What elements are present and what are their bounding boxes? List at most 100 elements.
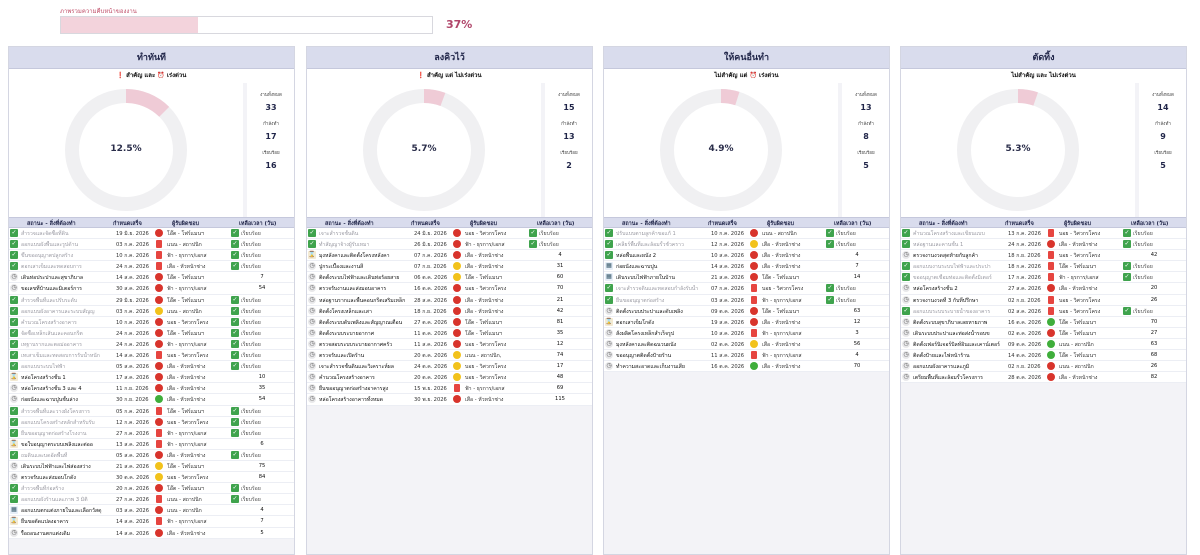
table-row[interactable]: ✓ เจาะสำรวจชั้นดิน 24 มิ.ย. 2026 บอย - ว… (307, 228, 592, 240)
clock-icon[interactable]: ◷ (308, 306, 316, 315)
table-row[interactable]: ◷ มุงหลังคาและติดฉนวนผนัง 02 ต.ค. 2026 เ… (604, 339, 889, 351)
table-row[interactable]: ✓ ขึ้นขออนุญาตปลูกสร้าง 10 ก.ค. 2026 ฟ้า… (9, 250, 294, 262)
check-icon[interactable]: ✓ (902, 306, 910, 315)
table-row[interactable]: ◷ เดินท่อประปาและสุขาภิบาล 14 ส.ค. 2026 … (9, 272, 294, 284)
check-icon[interactable]: ✓ (902, 229, 910, 237)
hourglass-icon[interactable]: ⌛ (605, 317, 613, 326)
table-row[interactable]: ◷ รื้อถอนงานตกแต่งเดิม 14 ส.ค. 2026 เสือ… (9, 528, 294, 539)
table-row[interactable]: ✓ ทำสัญญาจ้างผู้รับเหมา 26 มิ.ย. 2026 ฟ้… (307, 239, 592, 251)
clock-icon[interactable]: ◷ (10, 528, 18, 537)
table-row[interactable]: ✓ คำนวณโครงสร้างและเขียนแบบ 13 ก.ค. 2026… (901, 228, 1186, 240)
clock-icon[interactable]: ◷ (605, 339, 613, 348)
table-row[interactable]: ✓ ออกแบบระบบระบายน้ำของอาคาร 02 ส.ค. 202… (901, 306, 1186, 317)
clock-icon[interactable]: ◷ (308, 317, 316, 326)
table-row[interactable]: ◷ สั่งผลิตโครงเหล็กสำเร็จรูป 10 ส.ค. 202… (604, 328, 889, 339)
table-row[interactable]: ✓ คำนวณโครงสร้างอาคาร 10 ก.ค. 2026 บอย -… (9, 317, 294, 328)
check-icon[interactable]: ✓ (10, 251, 18, 260)
hourglass-icon[interactable]: ⌛ (308, 251, 316, 260)
table-row[interactable]: ✓ ปรับแบบตามลูกค้าขอแก้ 1 10 ก.ค. 2026 แ… (604, 228, 889, 240)
table-row[interactable]: ▦ เดินระบบไฟฟ้าภายในบ้าน 21 ส.ค. 2026 โอ… (604, 272, 889, 284)
clock-icon[interactable]: ◷ (902, 339, 910, 348)
table-row[interactable]: ✓ ออกแบบระบบไฟฟ้า 05 ส.ค. 2026 เสือ - หั… (9, 361, 294, 373)
table-row[interactable]: ◷ ตรวจรับงานและส่งมอบอาคาร 16 ต.ค. 2026 … (307, 283, 592, 295)
table-row[interactable]: ◷ ตรวจรับและเปิดร้าน 20 ต.ค. 2026 แนน - … (307, 350, 592, 362)
check-icon[interactable]: ✓ (10, 428, 18, 437)
table-row[interactable]: ◷ ขออนุญาตติดตั้งป้ายร้าน 11 ส.ค. 2026 ฟ… (604, 350, 889, 362)
table-row[interactable]: ◷ ก่อผนังและฉาบปูนชั้นล่าง 30 ก.ย. 2026 … (9, 394, 294, 406)
clock-icon[interactable]: ◷ (902, 362, 910, 371)
table-row[interactable]: ✓ ขออนุญาตเชื่อมท่อและติดตั้งมิเตอร์ 17 … (901, 272, 1186, 284)
check-icon[interactable]: ✓ (605, 295, 613, 304)
check-icon[interactable]: ✓ (10, 406, 18, 415)
table-row[interactable]: ✓ ยื่นขออนุญาตก่อสร้างโรงงาน 27 ก.ค. 202… (9, 428, 294, 439)
table-row[interactable]: ◷ ออกแบบผังอาคารและภูมิ 02 ก.ย. 2026 แนน… (901, 361, 1186, 373)
calendar-icon[interactable]: ▦ (605, 273, 613, 282)
table-row[interactable]: ✓ สำรวจพื้นที่และวางผังโครงการ 05 ก.ค. 2… (9, 406, 294, 417)
table-row[interactable]: ◷ ขอเลขที่บ้านและมิเตอร์การ 30 ส.ค. 2026… (9, 283, 294, 295)
table-row[interactable]: ✓ หล่อพื้นและผนัง 2 10 ส.ค. 2026 เสือ - … (604, 250, 889, 262)
table-row[interactable]: ◷ ตรวจงานงวดที่ 3 กับที่ปรึกษา 02 ก.ย. 2… (901, 295, 1186, 306)
clock-icon[interactable]: ◷ (10, 395, 18, 404)
clock-icon[interactable]: ◷ (308, 362, 316, 371)
clock-icon[interactable]: ◷ (10, 284, 18, 293)
check-icon[interactable]: ✓ (902, 273, 910, 282)
check-icon[interactable]: ✓ (10, 295, 18, 304)
table-row[interactable]: ✓ ออกแบบผังอาคารและระบบสัญญ 03 ก.ค. 2026… (9, 306, 294, 317)
clock-icon[interactable]: ◷ (308, 295, 316, 304)
check-icon[interactable]: ✓ (605, 229, 613, 237)
check-icon[interactable]: ✓ (10, 484, 18, 493)
table-row[interactable]: ✓ สำรวจพื้นที่ก่อสร้าง 20 ก.ค. 2026 โอ๊ต… (9, 483, 294, 495)
table-row[interactable]: ◷ เจาะสำรวจชั้นดินและวิเคราะห์ผล 24 ต.ค.… (307, 361, 592, 373)
table-row[interactable]: ◷ ตรวจรับและส่งมอบโกดัง 30 ต.ค. 2026 บอย… (9, 472, 294, 484)
clock-icon[interactable]: ◷ (10, 473, 18, 482)
table-row[interactable]: ⌛ หล่อโครงสร้างชั้น 1 17 ส.ค. 2026 เสือ … (9, 372, 294, 384)
table-row[interactable]: ◷ เดินระบบประปาและท่อส่งน้ำรอบข 02 ต.ค. … (901, 328, 1186, 339)
table-row[interactable]: ✓ เจาะสำรวจดินและทดสอบกำลังรับน้ำ 07 ก.ค… (604, 283, 889, 295)
table-row[interactable]: ◷ หล่อโครงสร้างชั้น 3 และ 4 11 ก.ย. 2026… (9, 383, 294, 395)
table-row[interactable]: ◷ ยื่นขออนุญาตก่อสร้างอาคารสูง 15 พ.ย. 2… (307, 383, 592, 395)
check-icon[interactable]: ✓ (10, 240, 18, 249)
table-row[interactable]: ◷ หล่อฐานรากและพื้นคอนกรีตเสริมเหล็ก 28 … (307, 295, 592, 306)
table-row[interactable]: ◷ ติดตั้งระบบสุขาภิบาลเลยหายภาพ 16 ต.ค. … (901, 317, 1186, 328)
clock-icon[interactable]: ◷ (10, 384, 18, 393)
hourglass-icon[interactable]: ⌛ (10, 439, 18, 448)
clock-icon[interactable]: ◷ (605, 328, 613, 337)
clock-icon[interactable]: ◷ (308, 339, 316, 348)
table-row[interactable]: ✓ ถมดินและบดอัดพื้นที่ 05 ส.ค. 2026 เสือ… (9, 450, 294, 461)
table-row[interactable]: ✓ ออกแบบงานระบบไฟฟ้าและประปา 18 ก.ค. 202… (901, 261, 1186, 273)
table-row[interactable]: ✓ ยื่นขออนุญาตก่อสร้าง 03 ส.ค. 2026 ฟ้า … (604, 295, 889, 306)
clock-icon[interactable]: ◷ (902, 351, 910, 360)
table-row[interactable]: ◷ ตรวจงานงวดสุดท้ายกับลูกค้า 18 ก.ย. 202… (901, 250, 1186, 262)
table-row[interactable]: ✓ จัดซื้อเหล็กเส้นและคอนกรีต 24 ก.ค. 202… (9, 328, 294, 339)
check-icon[interactable]: ✓ (902, 240, 910, 249)
check-icon[interactable]: ✓ (902, 262, 910, 271)
table-row[interactable]: ✓ ตอกเสาเข็มและทดสอบการ 24 ก.ค. 2026 เสื… (9, 261, 294, 273)
table-row[interactable]: ◷ หล่อโครงสร้างอาคารทั้งหมด 30 พ.ย. 2026… (307, 394, 592, 406)
clock-icon[interactable]: ◷ (605, 362, 613, 371)
clock-icon[interactable]: ◷ (10, 461, 18, 470)
table-row[interactable]: ✓ สำรวจพื้นที่และปรับระดับ 29 มิ.ย. 2026… (9, 295, 294, 306)
clock-icon[interactable]: ◷ (902, 317, 910, 326)
table-row[interactable]: ✓ ออกแบบผังร้านและภาพ 3 มิติ 27 ก.ค. 202… (9, 494, 294, 506)
table-row[interactable]: ◷ ทำความสะอาดและเก็บงานเสีย 16 ต.ค. 2026… (604, 361, 889, 373)
table-row[interactable]: ⌛ ขอใบอนุญาตระบบเพลิงและต่ออ 13 ส.ค. 202… (9, 439, 294, 450)
check-icon[interactable]: ✓ (10, 495, 18, 504)
check-icon[interactable]: ✓ (10, 339, 18, 348)
clock-icon[interactable]: ◷ (308, 395, 316, 404)
table-row[interactable]: ◷ เตรียมพื้นที่และล้อมรั้วโครงการ 28 ต.ค… (901, 372, 1186, 384)
table-row[interactable]: ▦ ออกแบบตกแต่งภายในและเลือกวัสดุ 03 ส.ค.… (9, 505, 294, 517)
check-icon[interactable]: ✓ (10, 262, 18, 271)
hourglass-icon[interactable]: ⌛ (10, 373, 18, 382)
clock-icon[interactable]: ◷ (308, 373, 316, 382)
clock-icon[interactable]: ◷ (605, 351, 613, 360)
clock-icon[interactable]: ◷ (902, 251, 910, 260)
check-icon[interactable]: ✓ (10, 362, 18, 371)
table-row[interactable]: ✓ เคลียร์พื้นที่และล้อมรั้วชั่วคราว 12 ก… (604, 239, 889, 251)
check-icon[interactable]: ✓ (10, 328, 18, 337)
clock-icon[interactable]: ◷ (902, 373, 910, 382)
table-row[interactable]: ⌛ มุงหลังคาและติดตั้งโครงหลังคา 07 ก.ค. … (307, 250, 592, 262)
table-row[interactable]: ✓ เทเสาเข็มและทดสอบการรับน้ำหนัก 14 ส.ค.… (9, 350, 294, 362)
calendar-icon[interactable]: ▦ (10, 506, 18, 515)
table-row[interactable]: ◷ ติดตั้งระบบไฟฟ้าและเดินท่อร้อยสาย 06 ต… (307, 272, 592, 284)
clock-icon[interactable]: ◷ (605, 306, 613, 315)
